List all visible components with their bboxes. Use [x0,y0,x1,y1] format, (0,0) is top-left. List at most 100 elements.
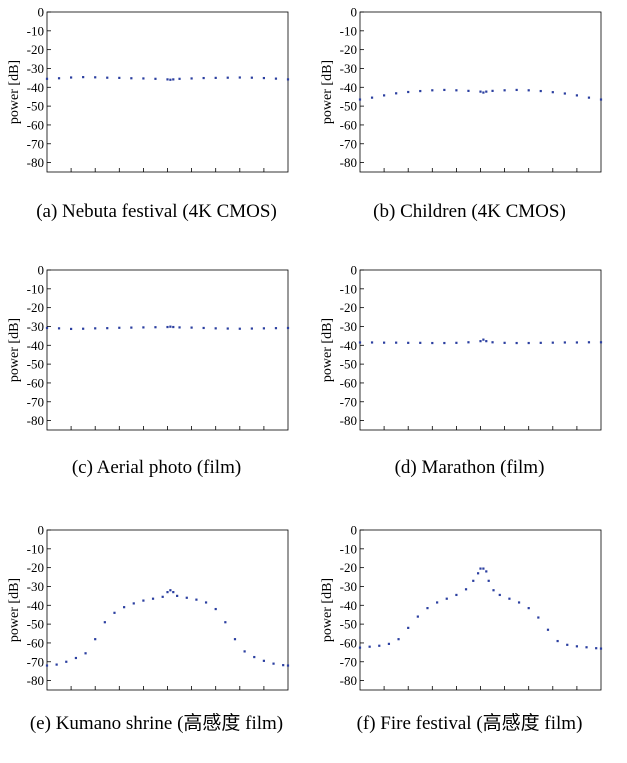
y-tick-label: -10 [340,541,357,556]
data-point [588,97,590,99]
data-point [600,98,602,100]
data-point [203,77,205,79]
data-point [162,596,164,598]
data-point [106,77,108,79]
y-axis-label: power [dB] [320,318,335,382]
data-point [275,327,277,329]
y-tick-label: -30 [27,319,44,334]
data-point [371,341,373,343]
plot-frame [47,530,288,690]
y-tick-label: -30 [340,319,357,334]
data-point [169,326,171,328]
data-point [224,621,226,623]
data-point [239,76,241,78]
data-point [443,89,445,91]
data-point [191,77,193,79]
data-point [395,342,397,344]
data-point [482,91,484,93]
y-tick-label: 0 [38,5,45,20]
y-tick-label: 0 [38,263,45,278]
data-point [130,77,132,79]
data-point [499,594,501,596]
y-tick-label: -20 [27,300,44,315]
data-point [485,340,487,342]
data-point [65,661,67,663]
data-point [488,580,490,582]
data-point [455,594,457,596]
y-tick-label: -40 [27,338,44,353]
y-tick-label: -80 [340,673,357,688]
data-point [287,327,289,329]
y-tick-label: 0 [351,263,358,278]
data-point [443,342,445,344]
y-tick-label: -40 [27,80,44,95]
y-tick-label: -20 [340,42,357,57]
data-point [431,89,433,91]
data-point [528,607,530,609]
data-point [118,77,120,79]
y-tick-label: 0 [351,523,358,538]
data-point [94,76,96,78]
data-point [142,326,144,328]
data-point [172,326,174,328]
y-tick-label: -30 [27,61,44,76]
data-point [436,601,438,603]
data-point [227,327,229,329]
data-point [552,342,554,344]
y-tick-label: -60 [27,117,44,132]
data-point [142,599,144,601]
y-tick-label: -70 [340,136,357,151]
data-point [455,89,457,91]
data-point [417,615,419,617]
y-axis-label: power [dB] [320,60,335,124]
y-tick-label: -20 [27,42,44,57]
data-point [557,640,559,642]
data-point [467,341,469,343]
data-point [152,598,154,600]
data-point [485,91,487,93]
data-point [491,341,493,343]
data-point [455,342,457,344]
data-point [46,664,48,666]
data-point [253,656,255,658]
data-point [472,580,474,582]
data-point [508,598,510,600]
y-tick-label: -50 [340,99,357,114]
plot-frame [47,270,288,430]
figure-panel-f: 0 -10 -20 -30 -40 -50 -60 -70 -80 power [dB] (f) … [313,518,626,763]
data-point [84,652,86,654]
data-point [378,645,380,647]
data-point [485,570,487,572]
data-point [113,612,115,614]
y-tick-label: -70 [340,654,357,669]
data-point [166,326,168,328]
data-point [58,327,60,329]
y-tick-label: -80 [27,155,44,170]
data-point [564,341,566,343]
y-tick-label: -20 [27,560,44,575]
data-point [359,98,361,100]
y-tick-label: -40 [340,338,357,353]
data-point [419,90,421,92]
data-point [154,326,156,328]
data-point [46,78,48,80]
data-point [75,657,77,659]
y-tick-label: -30 [27,579,44,594]
data-point [446,598,448,600]
y-tick-label: -50 [340,357,357,372]
data-point [419,342,421,344]
data-point [227,77,229,79]
plot-frame [360,270,601,430]
data-point [482,567,484,569]
data-point [369,646,371,648]
data-point [566,644,568,646]
data-point [215,77,217,79]
data-point [431,342,433,344]
data-point [82,328,84,330]
data-point [426,607,428,609]
panel-caption: (c) Aerial photo (film) [0,457,313,479]
data-point [205,601,207,603]
y-tick-label: -10 [340,281,357,296]
data-point [600,647,602,649]
data-point [166,78,168,80]
